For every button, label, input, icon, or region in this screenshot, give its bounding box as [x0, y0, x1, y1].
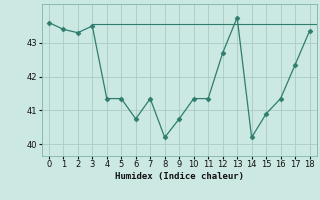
X-axis label: Humidex (Indice chaleur): Humidex (Indice chaleur) — [115, 172, 244, 181]
